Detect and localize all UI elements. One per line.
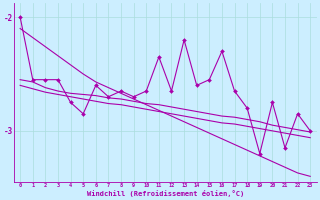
X-axis label: Windchill (Refroidissement éolien,°C): Windchill (Refroidissement éolien,°C) (86, 190, 244, 197)
